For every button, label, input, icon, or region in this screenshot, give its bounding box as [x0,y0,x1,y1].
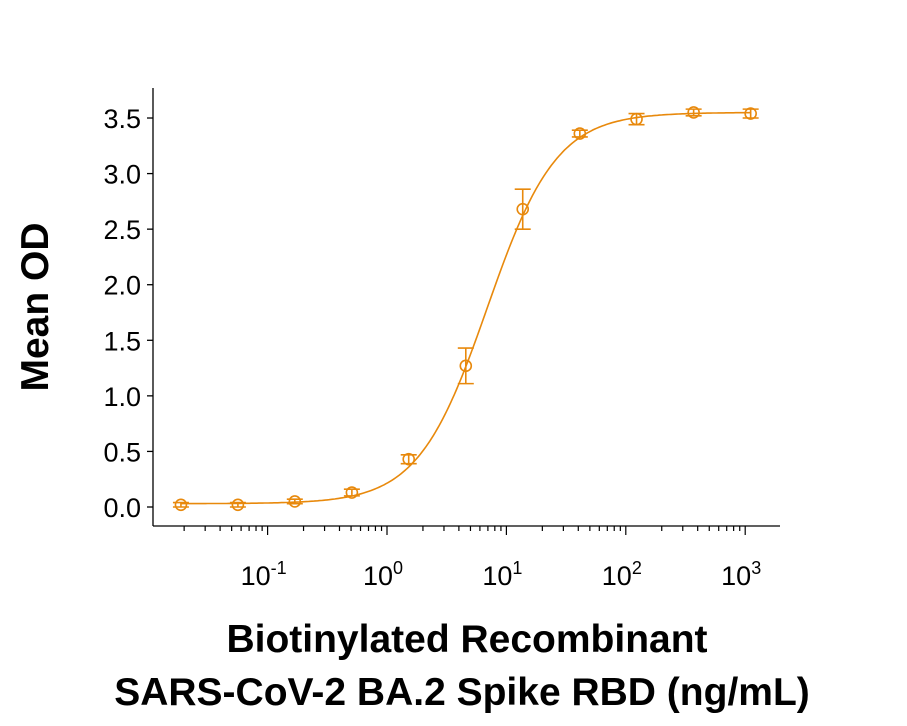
y-axis-title: Mean OD [14,222,57,391]
data-point [172,498,189,512]
y-tick-label: 0.5 [103,437,141,467]
data-point [400,452,417,466]
data-marker [687,106,700,119]
x-tick-label: 100 [363,558,403,591]
data-point [286,495,303,508]
data-marker [744,107,757,120]
data-point [571,127,588,140]
y-tick-label: 3.5 [103,104,141,134]
x-axis-title-line1: Biotinylated Recombinant [226,618,707,661]
x-tick-label: 10-1 [241,558,287,591]
data-marker [459,359,473,373]
data-marker [345,486,359,499]
data-marker [630,112,643,126]
data-point [343,486,360,499]
y-tick-label: 0.0 [103,493,141,523]
x-tick-label: 102 [602,558,642,591]
data-marker [231,498,245,512]
data-marker [516,202,530,216]
data-marker [402,452,416,466]
data-marker [573,127,587,140]
y-tick-label: 2.5 [103,215,141,245]
data-point [514,188,531,230]
y-tick-label: 2.0 [103,271,141,301]
fit-curve [180,111,751,505]
data-marker [288,495,302,508]
x-axis-title-line2: SARS-CoV-2 BA.2 Spike RBD (ng/mL) [114,671,810,714]
data-point [685,106,702,119]
y-tick-label: 1.0 [103,382,141,412]
data-marker [174,498,188,512]
y-tick-label: 3.0 [103,160,141,190]
data-point [229,498,246,512]
x-tick-label: 101 [482,558,522,591]
data-point [628,112,645,126]
data-point [742,107,759,120]
data-point [457,347,474,385]
y-tick-label: 1.5 [103,326,141,356]
x-tick-label: 103 [721,558,761,591]
